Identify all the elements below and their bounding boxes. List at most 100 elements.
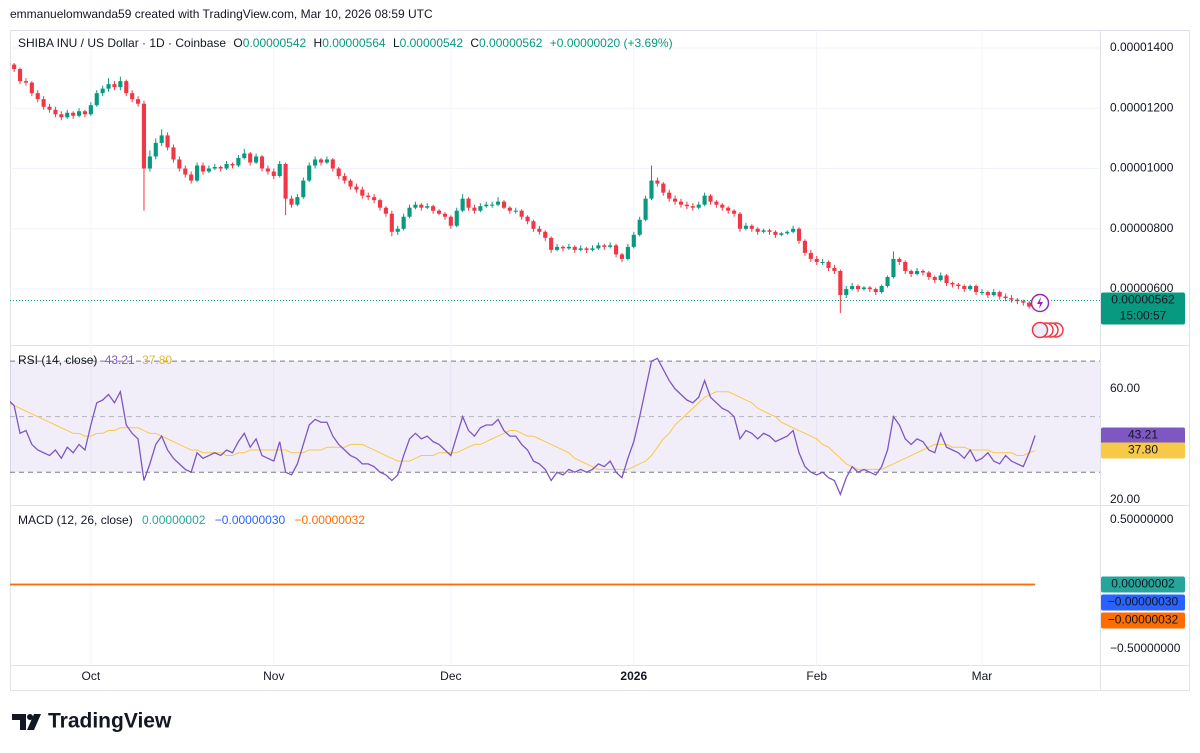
y-tick-label: 0.00000800 — [1110, 221, 1174, 235]
candle-body — [867, 287, 872, 290]
candle-body — [1021, 301, 1026, 303]
candle-body — [584, 248, 589, 250]
candle-body — [29, 82, 34, 94]
candle-body — [47, 106, 52, 110]
candle-body — [968, 286, 973, 290]
candle-body — [956, 284, 961, 287]
ohlc-label: O — [233, 36, 242, 50]
event-icons — [1030, 293, 1064, 339]
candle-body — [802, 240, 807, 253]
candle-body — [265, 168, 270, 172]
candle-body — [82, 111, 88, 115]
ohlc-label: C — [470, 36, 479, 50]
x-tick-label: Dec — [440, 669, 461, 683]
candle-body — [743, 225, 748, 229]
candle-body — [838, 270, 843, 296]
candle-body — [690, 206, 695, 208]
macd-value-badge-label: 0.00000002 — [1111, 577, 1175, 591]
candle-body — [336, 168, 341, 177]
candle-body — [655, 180, 660, 184]
candle-body — [348, 180, 353, 187]
candle-body — [259, 156, 265, 169]
rsi-ma-value-badge-label: 37.80 — [1128, 443, 1158, 457]
macd-value-badge — [1101, 576, 1185, 593]
candle-body — [478, 206, 483, 211]
candle-body — [242, 153, 247, 158]
candle-body — [855, 286, 861, 290]
candle-body — [17, 69, 23, 82]
macd-histogram-value: 0.00000002 — [142, 513, 206, 527]
grid — [10, 30, 1100, 665]
x-tick-label: Oct — [82, 669, 101, 683]
candle-body — [566, 246, 571, 249]
last-price-badge-label: 0.00000562 — [1111, 293, 1175, 307]
candle-body — [785, 231, 790, 234]
candle-body — [737, 213, 743, 229]
macd-value-badge-label: −0.00000032 — [1108, 613, 1179, 627]
candle-body — [779, 233, 784, 235]
candle-body — [271, 171, 276, 177]
candle-body — [289, 198, 294, 205]
candle-body — [372, 197, 377, 201]
y-tick-label: 0.00000600 — [1110, 281, 1174, 295]
candle-body — [330, 159, 335, 169]
y-tick-label: 0.00001400 — [1110, 40, 1174, 54]
candle-body — [88, 105, 93, 115]
candle-body — [661, 183, 666, 193]
y-tick-label: 20.00 — [1110, 492, 1140, 506]
candle-body — [147, 156, 152, 169]
candle-body — [159, 135, 164, 143]
candle-body — [472, 207, 477, 211]
candle-body — [100, 88, 105, 94]
ohlc-value: 0.00000542 — [243, 36, 307, 50]
candle-body — [625, 246, 630, 259]
last-price-countdown: 15:00:57 — [1120, 309, 1167, 323]
candle-body — [425, 206, 430, 208]
macd-value-badge — [1101, 594, 1185, 611]
event-icon[interactable] — [1031, 321, 1049, 339]
candle-body — [619, 254, 625, 259]
candle-body — [643, 198, 648, 220]
macd-legend: MACD (12, 26, close) 0.00000002 −0.00000… — [18, 513, 365, 527]
candle-body — [702, 195, 707, 205]
candle-body — [12, 64, 17, 70]
candle-body — [1015, 299, 1020, 302]
candle-body — [873, 289, 878, 293]
candle-body — [932, 277, 937, 281]
candle-body — [761, 230, 766, 232]
candle-body — [94, 93, 99, 106]
candle-body — [490, 204, 495, 206]
candle-body — [53, 109, 58, 115]
candle-body — [448, 216, 453, 226]
macd-signal-value: −0.00000032 — [295, 513, 366, 527]
candle-body — [525, 216, 530, 222]
candle-body — [767, 230, 772, 232]
overlay: Oct Nov Dec 2026 Feb Mar 0.00001400 0.00001200 0… — [82, 40, 1185, 683]
macd-value-badge-label: −0.00000030 — [1108, 595, 1179, 609]
candle-body — [667, 192, 672, 199]
rsi-line — [10, 357, 1036, 497]
candle-body — [850, 286, 855, 290]
candle-body — [454, 210, 459, 226]
macd-line-value: −0.00000030 — [215, 513, 286, 527]
candle-body — [608, 245, 613, 247]
candle-body — [649, 180, 654, 199]
candle-body — [549, 237, 554, 250]
candle-body — [212, 167, 217, 169]
y-tick-label: −0.50000000 — [1110, 641, 1181, 655]
candle-body — [495, 201, 501, 205]
candle-body — [354, 186, 359, 190]
candle-body — [395, 228, 400, 232]
candle-body — [513, 210, 518, 212]
macd-value-badge — [1101, 612, 1185, 629]
candle-body — [230, 163, 235, 166]
rsi-ma-value-badge — [1101, 442, 1185, 459]
tradingview-logo: TradingView — [12, 710, 172, 733]
candle-body — [861, 287, 867, 290]
candle-body — [1027, 302, 1032, 307]
candle-body — [684, 204, 689, 207]
candle-body — [141, 103, 147, 169]
candle-body — [814, 258, 819, 262]
candle-body — [360, 189, 365, 196]
candle-body — [366, 195, 371, 198]
